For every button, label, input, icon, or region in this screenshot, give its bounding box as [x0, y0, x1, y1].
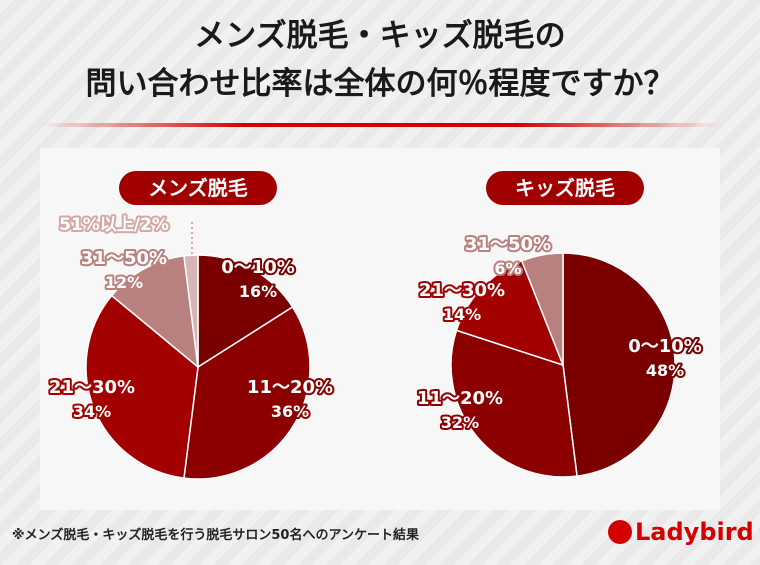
- pie-slice-0-4: [183, 254, 199, 368]
- title-line-2: 問い合わせ比率は全体の何％程度ですか？: [85, 66, 675, 102]
- kids-chart-title: キッズ脱毛: [486, 171, 644, 205]
- page-title: メンズ脱毛・キッズ脱毛の 問い合わせ比率は全体の何％程度ですか？: [0, 12, 760, 108]
- mens-chart-title: メンズ脱毛: [119, 171, 277, 205]
- pie-slice-1-3: [520, 252, 564, 366]
- pie-slice-1-0: [562, 252, 676, 477]
- footnote: ※メンズ脱毛・キッズ脱毛を行う脱毛サロン50名へのアンケート結果: [12, 528, 419, 543]
- slice-value-label-1-0: 48%: [646, 361, 684, 380]
- pie-slice-0-3: [110, 255, 199, 369]
- slice-category-label-1-2: 21〜30%: [419, 280, 505, 301]
- slice-category-label-1-3: 31〜50%: [465, 234, 551, 255]
- slice-category-label-1-1: 11〜20%: [417, 388, 503, 409]
- pie-slice-1-2: [455, 259, 565, 367]
- slice-category-label-0-3: 31〜50%: [81, 248, 167, 269]
- slice-category-label-0-1: 11〜20%: [247, 377, 333, 398]
- pie-slice-1-1: [450, 329, 578, 478]
- slice-category-label-0-0: 0〜10%: [221, 257, 295, 278]
- outside-slice-label: 51%以上/2%: [59, 215, 169, 235]
- pie-slice-0-2: [85, 294, 199, 479]
- pie-slice-0-1: [183, 305, 311, 480]
- title-line-1: メンズ脱毛・キッズ脱毛の: [194, 18, 566, 54]
- slice-value-label-0-0: 16%: [239, 282, 277, 301]
- title-divider: [40, 123, 720, 127]
- slice-value-label-0-3: 12%: [105, 273, 143, 292]
- ladybird-logo: Ladybird: [608, 518, 754, 546]
- slice-value-label-0-1: 36%: [271, 402, 309, 421]
- slice-category-label-0-2: 21〜30%: [49, 377, 135, 398]
- slice-value-label-0-2: 34%: [73, 402, 111, 421]
- slice-category-label-1-0: 0〜10%: [628, 336, 702, 357]
- slice-value-label-1-1: 32%: [441, 413, 479, 432]
- slice-value-label-1-3: 6%: [494, 259, 521, 278]
- ladybug-icon: [608, 520, 632, 544]
- pie-slice-0-0: [197, 254, 294, 369]
- logo-text: Ladybird: [635, 518, 754, 546]
- slice-value-label-1-2: 14%: [443, 305, 481, 324]
